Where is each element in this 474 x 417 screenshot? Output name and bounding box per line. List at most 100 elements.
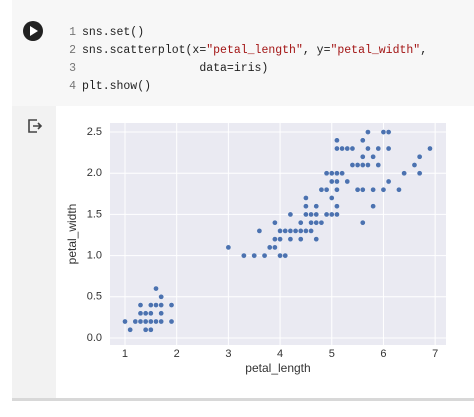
point <box>375 145 382 152</box>
point <box>365 162 371 168</box>
point <box>334 203 340 209</box>
point <box>277 228 283 234</box>
x-tick-label: 6 <box>380 348 386 360</box>
point <box>380 129 387 135</box>
point <box>153 285 159 292</box>
point <box>323 186 330 193</box>
point <box>370 186 376 193</box>
point <box>385 145 392 152</box>
point <box>277 236 283 242</box>
point <box>313 211 320 218</box>
point <box>303 211 309 218</box>
point <box>261 252 268 259</box>
point <box>411 162 418 168</box>
line-number: 2 <box>69 44 76 57</box>
point <box>225 244 232 251</box>
point <box>153 302 159 308</box>
point <box>318 186 325 193</box>
point <box>334 211 340 218</box>
point <box>303 203 309 209</box>
point <box>313 219 320 226</box>
point <box>122 318 128 325</box>
x-tick-label: 5 <box>329 348 335 360</box>
y-tick-label: 0.0 <box>87 332 102 344</box>
point <box>272 219 278 226</box>
point <box>365 129 371 135</box>
point <box>303 195 309 201</box>
point <box>251 252 258 259</box>
plot <box>110 123 446 345</box>
point <box>297 219 304 226</box>
point <box>158 310 164 317</box>
x-tick-label: 7 <box>432 348 438 360</box>
point <box>308 219 314 226</box>
point <box>137 302 144 308</box>
point <box>349 162 356 168</box>
code-line: sns.scatterplot(x="petal_length", y="pet… <box>82 44 427 57</box>
point <box>339 145 345 152</box>
plot-area <box>110 123 446 345</box>
y-axis-label: petal_width <box>65 204 79 265</box>
code-lines: 1 sns.set() 2 sns.scatterplot(x="petal_leng… <box>69 26 427 93</box>
point <box>287 228 294 234</box>
line-number: 1 <box>69 26 76 39</box>
line-number: 4 <box>69 80 76 93</box>
x-axis-label: petal_length <box>245 361 310 375</box>
point <box>168 318 175 325</box>
point <box>272 236 278 242</box>
point <box>344 178 351 185</box>
point <box>354 186 361 193</box>
point <box>334 170 340 177</box>
point <box>137 310 144 317</box>
point <box>148 310 154 317</box>
point <box>148 326 154 333</box>
y-tick-label: 1.5 <box>87 208 102 220</box>
x-tick-label: 4 <box>277 348 283 360</box>
point <box>132 318 139 325</box>
output-icon[interactable] <box>28 119 43 133</box>
point <box>396 186 402 193</box>
point <box>313 236 320 242</box>
point <box>292 228 299 234</box>
point <box>339 170 345 177</box>
line-number: 3 <box>69 62 76 75</box>
point <box>256 228 263 234</box>
code-line: sns.set() <box>82 26 144 39</box>
point <box>137 318 144 325</box>
point <box>370 153 376 160</box>
point <box>158 302 164 308</box>
point <box>148 302 154 308</box>
point <box>303 228 309 234</box>
code-line: data=iris) <box>82 62 268 75</box>
point <box>148 318 154 325</box>
point <box>344 145 351 152</box>
point <box>266 244 273 251</box>
point <box>142 326 149 333</box>
point <box>127 326 133 333</box>
point <box>313 203 320 209</box>
point <box>334 145 340 152</box>
point <box>328 195 335 201</box>
point <box>359 137 366 144</box>
point <box>168 302 175 308</box>
point <box>385 129 392 135</box>
run-icon <box>30 26 38 36</box>
point <box>142 318 149 325</box>
point <box>241 252 247 259</box>
point <box>359 219 366 226</box>
point <box>401 170 407 177</box>
point <box>359 153 366 160</box>
y-tick-label: 2.0 <box>87 167 102 179</box>
point <box>323 170 330 177</box>
point <box>334 137 340 144</box>
point <box>328 211 335 218</box>
point <box>416 153 423 160</box>
point <box>297 236 304 242</box>
point <box>370 203 376 209</box>
point <box>282 252 289 259</box>
point <box>318 219 325 226</box>
point <box>272 244 278 251</box>
point <box>380 186 387 193</box>
y-tick-label: 0.5 <box>87 291 102 303</box>
code-cell <box>12 0 474 106</box>
